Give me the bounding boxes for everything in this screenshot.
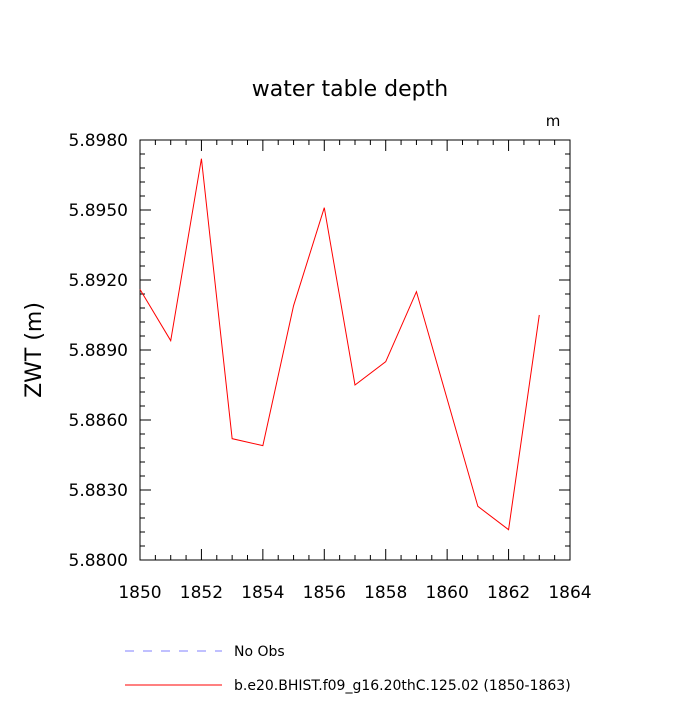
y-tick-label: 5.8950 bbox=[69, 201, 128, 221]
x-tick-label: 1860 bbox=[426, 583, 469, 603]
y-tick-label: 5.8980 bbox=[69, 131, 128, 151]
x-tick-label: 1854 bbox=[241, 583, 284, 603]
chart-title: water table depth bbox=[252, 77, 448, 102]
series-line bbox=[139, 158, 540, 531]
x-tick-label: 1850 bbox=[118, 583, 161, 603]
plot-frame bbox=[139, 139, 571, 561]
x-tick-label: 1852 bbox=[180, 583, 223, 603]
series-layer bbox=[139, 158, 540, 531]
y-tick-label: 5.8860 bbox=[69, 411, 128, 431]
y-tick-label: 5.8830 bbox=[69, 481, 128, 501]
x-tick-label: 1858 bbox=[364, 583, 407, 603]
x-tick-label: 1862 bbox=[487, 583, 530, 603]
axis-tick-labels: 1850 1852 1854 1856 1858 1860 1862 1864 5.8980 5.… bbox=[69, 131, 592, 603]
legend-label-model: b.e20.BHIST.f09_g16.20thC.125.02 (1850-1… bbox=[234, 678, 571, 694]
x-tick-label: 1856 bbox=[303, 583, 346, 603]
y-axis-label: ZWT (m) bbox=[22, 302, 47, 398]
units-label: m bbox=[546, 112, 561, 130]
legend-label-no-obs: No Obs bbox=[234, 644, 285, 660]
y-tick-label: 5.8920 bbox=[69, 271, 128, 291]
axis-ticks bbox=[139, 139, 571, 561]
legend: No Obs b.e20.BHIST.f09_g16.20thC.125.02 … bbox=[125, 644, 571, 694]
x-tick-label: 1864 bbox=[548, 583, 591, 603]
y-tick-label: 5.8890 bbox=[69, 341, 128, 361]
y-tick-label: 5.8800 bbox=[69, 551, 128, 571]
